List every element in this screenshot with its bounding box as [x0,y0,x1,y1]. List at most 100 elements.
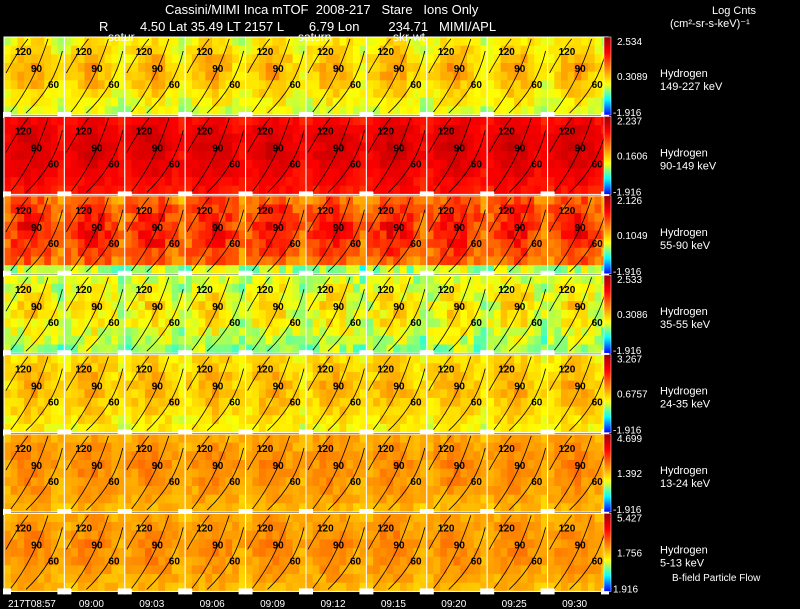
heatmap-cell [587,292,595,302]
heatmap-cell [520,185,528,195]
heatmap-cell [17,389,25,399]
contour-label: 90 [212,64,224,75]
heatmap-cell [440,106,448,116]
heatmap-cell [514,54,522,64]
heatmap-cell [212,389,220,399]
contour-line [267,209,305,273]
heatmap-cell [111,486,119,496]
heatmap-cell [393,239,401,249]
heatmap-cell [225,380,233,390]
heatmap-cell [352,344,361,354]
heatmap-cell [332,344,340,354]
heatmap-cell [339,335,347,345]
heatmap-cell [561,415,569,425]
heatmap-cell [77,397,85,407]
heatmap-cell [151,354,159,364]
corner-marker [63,350,72,357]
heatmap-cell [44,177,52,187]
heatmap-cell [587,363,595,373]
contour-line [206,368,244,431]
heatmap-cell [30,275,38,285]
heatmap-cell [205,142,213,152]
heatmap-cell [359,423,367,433]
heatmap-cell [299,239,307,249]
heatmap-cell [500,256,508,266]
heatmap-cell [346,230,354,240]
heatmap-cell [17,434,25,444]
contour-line [146,130,184,193]
heatmap-cell [212,442,220,452]
heatmap-cell [71,142,79,152]
heatmap-cell [124,97,132,107]
heatmap-cell [17,275,25,285]
heatmap-cell [77,133,85,143]
heatmap-cell [44,125,52,135]
heatmap-cell [265,292,273,302]
heatmap-cell [366,309,374,319]
heatmap-cell [527,292,535,302]
heatmap-cell [77,125,85,135]
heatmap-cell [252,204,260,214]
heatmap-cell [124,301,132,311]
heatmap-cell [198,256,206,266]
heatmap-cell [279,151,287,161]
heatmap-cell [77,265,85,275]
heatmap-cell [480,45,488,55]
heatmap-cell [285,354,293,364]
heatmap-cell [433,185,441,195]
corner-marker [178,191,187,198]
heatmap-cell [185,397,193,407]
heatmap-cell [279,503,287,513]
heatmap-cell [259,247,267,257]
contour-label: 60 [290,80,302,91]
heatmap-cell [567,239,575,249]
contour-line [428,276,452,312]
heatmap-cell [379,71,387,81]
heatmap-cell [339,142,347,152]
heatmap-cell [520,45,528,55]
heatmap-cell [91,71,99,81]
heatmap-cell [420,397,428,407]
heatmap-cell [500,283,508,293]
heatmap-cell [547,283,555,293]
heatmap-cell [77,503,85,513]
heatmap-cell [111,89,119,99]
heatmap-cell [259,37,267,47]
heatmap-cell [326,292,334,302]
heatmap-cell [352,63,361,73]
heatmap-cell [17,177,25,187]
heatmap-cell [185,309,193,319]
heatmap-cell [50,221,59,231]
heatmap-cell [480,97,488,107]
heatmap-cell [279,380,287,390]
heatmap-cell [24,80,32,90]
heatmap-cell [467,213,475,223]
heatmap-cell [272,54,280,64]
heatmap-cell [279,434,287,444]
heatmap-cell [259,371,267,381]
heatmap-cell [245,116,253,126]
heatmap-cell [561,80,569,90]
heatmap-cell [245,397,253,407]
heatmap-cell [252,177,260,187]
heatmap-cell [232,292,240,302]
heatmap-cell [91,230,99,240]
heatmap-cell [420,318,428,328]
heatmap-cell [594,151,602,161]
heatmap-cell [359,204,367,214]
heatmap-cell [171,54,179,64]
heatmap-cell [4,363,12,373]
heatmap-cell [534,151,542,161]
heatmap-cell [265,247,273,257]
heatmap-cell [339,247,347,257]
heatmap-cell [238,389,246,399]
corner-marker [57,509,66,515]
heatmap-cell [534,327,542,337]
heatmap-cell [581,185,589,195]
heatmap-cell [487,406,495,416]
heatmap-cell [57,406,65,416]
heatmap-cell [507,406,515,416]
heatmap-cell [520,239,528,249]
heatmap-cell [306,142,314,152]
heatmap-cell [191,89,200,99]
